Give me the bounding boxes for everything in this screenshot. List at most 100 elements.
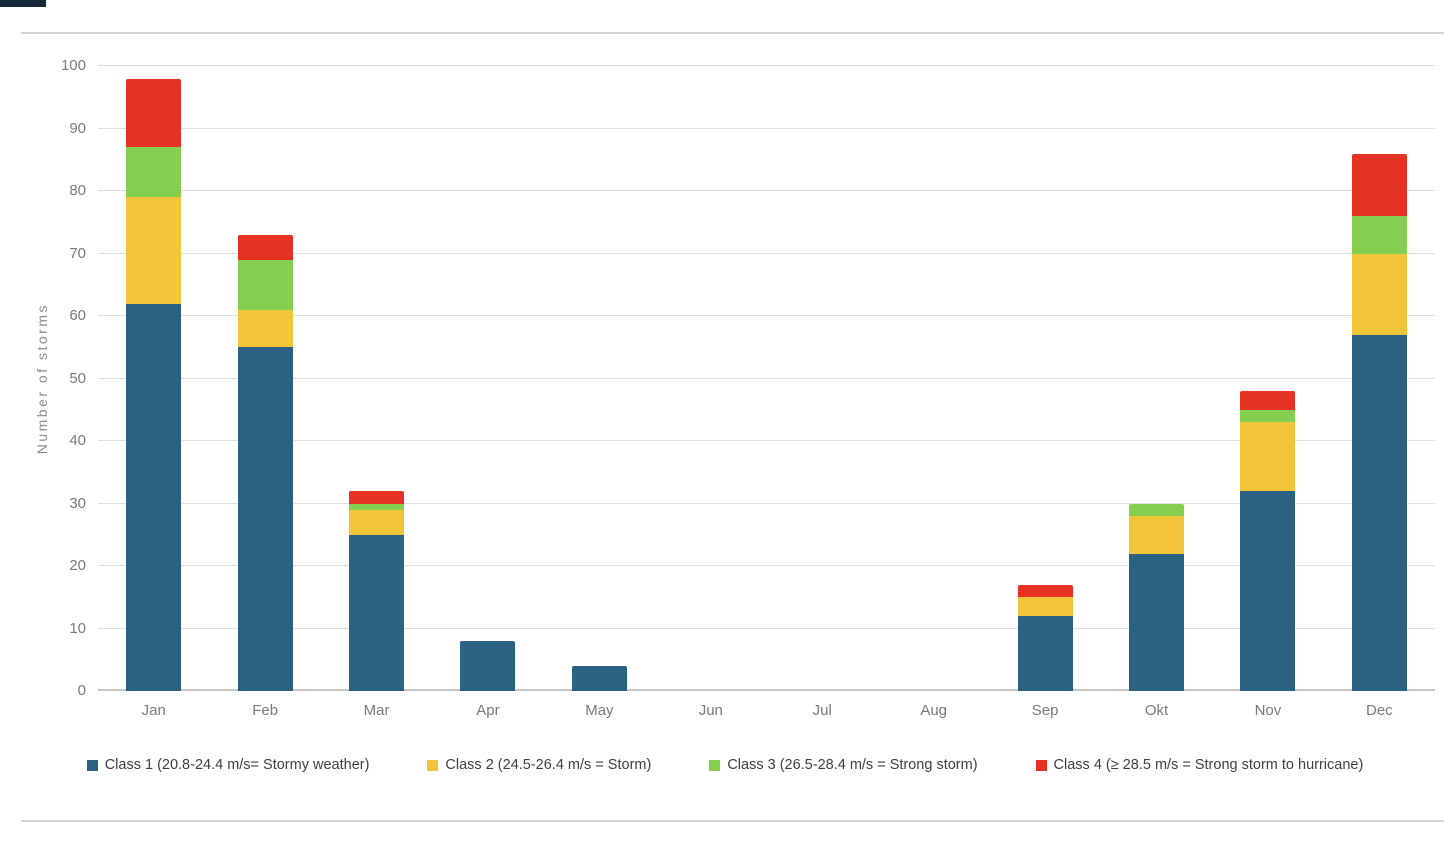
bar-slot-apr	[432, 66, 543, 691]
x-tick-label-jan: Jan	[141, 702, 166, 719]
bar-segment-class-2-sep	[1017, 597, 1073, 616]
bar-segment-class-3-okt	[1129, 503, 1184, 516]
stacked-bar-nov	[1240, 391, 1296, 691]
y-tick-label-30: 30	[69, 494, 86, 512]
stacked-bar-apr	[460, 641, 516, 691]
y-tick-label-40: 40	[69, 432, 86, 449]
legend-swatch-class-2	[427, 759, 439, 771]
bar-segment-class-3-nov	[1240, 409, 1296, 423]
bar-segment-class-1-may	[571, 666, 627, 691]
gridline-10	[98, 627, 1435, 629]
bar-slot-okt	[1101, 66, 1212, 691]
bottom-divider	[21, 820, 1444, 822]
x-tick-label-feb: Feb	[252, 702, 279, 719]
legend-item-class-1: Class 1 (20.8-24.4 m/s= Stormy weather)	[86, 757, 370, 773]
y-tick-label-90: 90	[69, 119, 86, 137]
bar-segment-class-3-dec	[1351, 216, 1407, 254]
y-tick-label-60: 60	[69, 307, 86, 324]
gridline-80	[98, 190, 1435, 191]
gridline-40	[98, 440, 1435, 441]
bar-slot-jul	[767, 66, 878, 691]
x-tick-label-nov: Nov	[1254, 702, 1282, 719]
x-axis-line	[98, 689, 1435, 691]
y-tick-label-0: 0	[77, 682, 86, 699]
bar-segment-class-1-mar	[349, 534, 405, 691]
bar-segment-class-1-sep	[1017, 616, 1073, 691]
bar-segment-class-3-jan	[126, 147, 182, 198]
bar-segment-class-2-jan	[126, 197, 182, 304]
bar-slot-sep	[989, 66, 1100, 691]
bar-segment-class-1-dec	[1351, 334, 1407, 691]
legend-item-class-4: Class 4 (≥ 28.5 m/s = Strong storm to hu…	[1035, 757, 1364, 773]
stacked-bar-okt	[1129, 503, 1184, 691]
legend-swatch-class-1	[86, 759, 98, 771]
legend-swatch-class-3	[709, 759, 721, 771]
gridline-60	[98, 315, 1435, 316]
bar-slot-feb	[209, 66, 320, 691]
bar-segment-class-3-feb	[237, 259, 293, 310]
y-tick-label-10: 10	[69, 619, 86, 637]
y-tick-label-50: 50	[69, 369, 86, 387]
legend-item-class-2: Class 2 (24.5-26.4 m/s = Storm)	[427, 757, 651, 773]
x-axis-tick-labels: Jan Feb Mar Apr May Jun Jul Aug Sep Okt Nov Dec	[98, 702, 1435, 719]
y-tick-label-20: 20	[69, 557, 86, 574]
stacked-bar-jan	[126, 78, 182, 691]
bar-slot-nov	[1212, 66, 1323, 691]
y-tick-label-70: 70	[69, 244, 86, 262]
legend: Class 1 (20.8-24.4 m/s= Stormy weather) C…	[0, 757, 1450, 773]
stacked-bar-mar	[349, 491, 405, 691]
bar-segment-class-1-okt	[1129, 553, 1184, 691]
x-tick-label-sep: Sep	[1031, 702, 1059, 719]
gridline-90	[98, 127, 1435, 129]
stacked-bar-dec	[1351, 153, 1407, 691]
bar-segment-class-2-nov	[1240, 422, 1296, 491]
bar-segment-class-1-nov	[1240, 491, 1296, 691]
bar-segment-class-4-nov	[1240, 391, 1296, 410]
y-tick-label-100: 100	[60, 57, 86, 74]
x-tick-label-mar: Mar	[363, 702, 390, 719]
bar-segment-class-4-jan	[126, 78, 182, 148]
bar-segment-class-1-feb	[237, 347, 293, 691]
legend-swatch-class-4	[1035, 759, 1047, 771]
x-tick-label-may: May	[585, 702, 614, 719]
bar-segment-class-2-dec	[1351, 253, 1407, 335]
bar-segment-class-1-apr	[460, 641, 516, 691]
legend-label-class-1: Class 1 (20.8-24.4 m/s= Stormy weather)	[104, 757, 370, 773]
x-tick-label-okt: Okt	[1144, 702, 1169, 719]
bar-segment-class-4-mar	[349, 491, 405, 504]
bar-slot-jan	[98, 66, 209, 691]
gridline-50	[98, 377, 1435, 379]
stacked-bar-may	[571, 666, 627, 691]
bar-segment-class-1-jan	[126, 303, 182, 691]
x-tick-label-dec: Dec	[1366, 702, 1393, 719]
legend-label-class-4: Class 4 (≥ 28.5 m/s = Strong storm to hu…	[1053, 757, 1364, 773]
x-tick-label-apr: Apr	[476, 702, 500, 719]
stacked-bar-feb	[237, 234, 293, 691]
x-tick-label-jun: Jun	[698, 702, 723, 719]
bar-segment-class-2-okt	[1129, 516, 1184, 554]
plot-area	[98, 65, 1435, 691]
bar-segment-class-4-feb	[237, 234, 293, 260]
legend-item-class-3: Class 3 (26.5-28.4 m/s = Strong storm)	[709, 757, 978, 773]
bar-segment-class-2-feb	[237, 309, 293, 348]
gridline-100	[98, 65, 1435, 66]
gridline-20	[98, 565, 1435, 566]
bar-segment-class-4-dec	[1351, 153, 1407, 216]
gridline-70	[98, 252, 1435, 254]
gridline-30	[98, 502, 1435, 504]
legend-label-class-3: Class 3 (26.5-28.4 m/s = Strong storm)	[727, 757, 978, 773]
y-tick-label-80: 80	[69, 182, 86, 199]
stacked-bar-sep	[1017, 584, 1073, 691]
bar-segment-class-3-mar	[349, 503, 405, 510]
y-axis-tick-labels: 0 10 20 30 40 50 60 70 80 90 100	[0, 57, 86, 699]
bar-segment-class-4-sep	[1017, 584, 1073, 598]
bars-container	[98, 66, 1435, 691]
bar-slot-dec	[1324, 66, 1435, 691]
bar-slot-mar	[321, 66, 432, 691]
bar-slot-jun	[655, 66, 766, 691]
corner-artifact	[0, 0, 46, 7]
legend-label-class-2: Class 2 (24.5-26.4 m/s = Storm)	[445, 757, 652, 773]
x-tick-label-aug: Aug	[920, 702, 948, 719]
bar-slot-may	[544, 66, 655, 691]
